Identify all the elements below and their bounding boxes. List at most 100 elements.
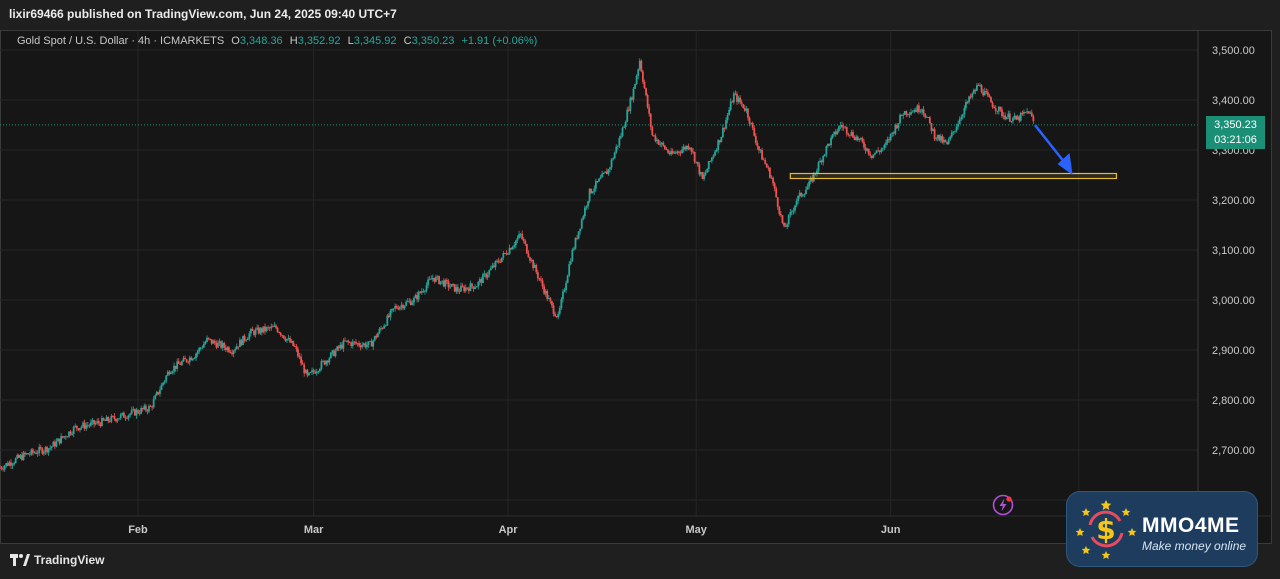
mmo4me-brand: MMO4ME: [1142, 514, 1240, 537]
candle-body: [60, 436, 63, 444]
price-chart[interactable]: 3,500.003,400.003,300.003,200.003,100.00…: [0, 30, 1272, 544]
candle-body: [491, 265, 494, 269]
candle-body: [703, 174, 705, 179]
candle-body: [195, 353, 197, 359]
candle-body: [264, 326, 266, 332]
candle-body: [1007, 113, 1010, 118]
candle-body: [480, 279, 483, 284]
lightning-icon[interactable]: [992, 494, 1014, 516]
candle-body: [1015, 115, 1018, 120]
candle-body: [726, 115, 729, 121]
candle-body: [286, 339, 288, 341]
candle-body: [928, 117, 931, 124]
candle-body: [875, 150, 878, 154]
candle-body: [886, 139, 889, 143]
candle-body: [129, 413, 132, 416]
candle-body: [209, 338, 212, 340]
candle-body: [751, 122, 754, 128]
candle-body: [916, 105, 919, 112]
candle-body: [663, 145, 666, 149]
candle-body: [174, 365, 177, 369]
candle-body: [328, 358, 331, 363]
candle-body: [701, 172, 704, 179]
candle-body: [61, 436, 64, 438]
candle-body: [569, 261, 572, 265]
x-tick-label: Feb: [128, 524, 148, 536]
candle-body: [560, 299, 563, 309]
candle-body: [389, 310, 392, 318]
candle-body: [90, 422, 92, 426]
candle-body: [924, 113, 927, 118]
candle-body: [847, 133, 850, 135]
candle-body: [1024, 112, 1027, 113]
tradingview-logo[interactable]: TradingView: [10, 553, 104, 567]
candle-body: [298, 356, 301, 357]
candle-body: [711, 157, 713, 161]
candle-body: [911, 111, 914, 113]
candle-body: [881, 148, 884, 150]
x-tick-label: May: [686, 524, 708, 536]
candle-body: [364, 343, 367, 348]
candle-body: [140, 407, 143, 414]
candle-body: [889, 133, 892, 141]
candle-body: [1026, 111, 1028, 113]
candle-body: [483, 273, 486, 275]
candle-body: [86, 425, 89, 427]
candle-body: [94, 422, 97, 425]
candle-body: [532, 259, 535, 268]
candle-body: [758, 146, 760, 151]
candle-body: [397, 308, 400, 310]
y-tick-label: 3,500.00: [1212, 45, 1255, 57]
candle-body: [770, 177, 773, 179]
candle-body: [665, 148, 668, 150]
candle-body: [867, 148, 870, 155]
candle-body: [972, 89, 975, 94]
candle-body: [74, 425, 77, 427]
candle-body: [855, 136, 858, 140]
candle-body: [602, 172, 605, 174]
candle-body: [555, 316, 558, 318]
candle-body: [50, 446, 53, 448]
candle-body: [985, 91, 988, 93]
candle-body: [634, 84, 636, 89]
candle-body: [413, 298, 415, 303]
candle-body: [869, 154, 872, 156]
candle-body: [180, 361, 183, 365]
candle-body: [461, 285, 464, 287]
candle-body: [1016, 116, 1019, 120]
candle-body: [121, 412, 124, 415]
candle-body: [466, 287, 469, 289]
candle-body: [977, 85, 980, 86]
candle-body: [289, 338, 291, 343]
axes: 3,500.003,400.003,300.003,200.003,100.00…: [0, 30, 1272, 544]
candle-body: [295, 346, 298, 349]
candle-body: [160, 384, 163, 390]
candle-body: [460, 285, 462, 292]
candle-body: [325, 360, 328, 365]
candle-body: [551, 301, 553, 306]
candle-body: [231, 352, 233, 354]
candle-body: [779, 214, 782, 216]
candle-body: [362, 343, 365, 345]
candle-body: [980, 85, 983, 93]
candle-body: [383, 325, 386, 329]
candle-body: [337, 346, 340, 349]
candle-body: [927, 116, 930, 118]
candle-body: [405, 301, 408, 306]
candle-body: [16, 455, 19, 459]
candle-body: [10, 462, 12, 466]
candle-body: [406, 301, 409, 303]
candle-body: [1018, 116, 1021, 121]
candle-body: [66, 436, 69, 438]
high-value: 3,352.92: [297, 35, 341, 47]
candle-body: [301, 363, 304, 365]
candle-body: [660, 142, 663, 144]
candle-body: [375, 335, 378, 338]
candle-body: [903, 111, 906, 115]
high-label: H: [289, 35, 298, 47]
candle-body: [1030, 112, 1033, 117]
candle-body: [126, 417, 128, 419]
candle-body: [228, 347, 230, 353]
support-zone: [789, 172, 1118, 180]
candle-body: [1008, 113, 1011, 122]
